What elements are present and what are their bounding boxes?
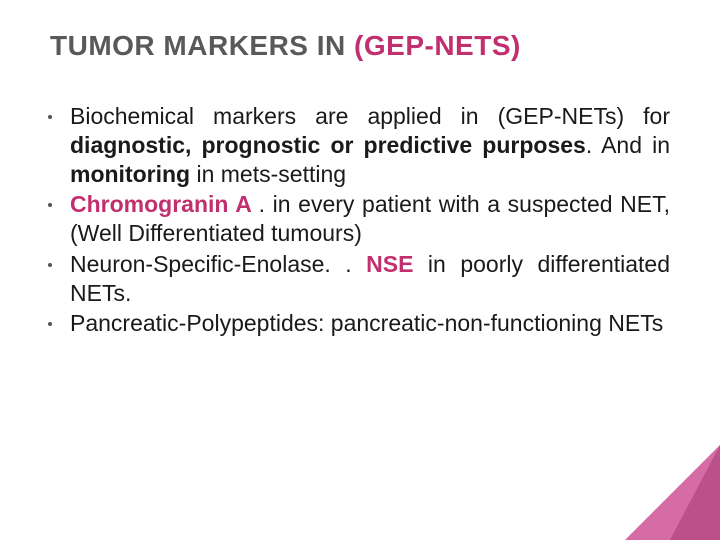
title-prefix: TUMOR MARKERS IN xyxy=(50,30,354,61)
list-item: Pancreatic-Polypeptides: pancreatic-non-… xyxy=(58,309,670,338)
list-item: Neuron-Specific-Enolase. . NSE in poorly… xyxy=(58,250,670,308)
slide-title: TUMOR MARKERS IN (GEP-NETS) xyxy=(50,30,670,62)
title-suffix: (GEP-NETS) xyxy=(354,30,521,61)
bullet-text: Biochemical markers are applied in (GEP-… xyxy=(70,103,670,129)
bullet-nse: NSE xyxy=(366,251,413,277)
bullet-list: Biochemical markers are applied in (GEP-… xyxy=(40,102,670,338)
corner-shade xyxy=(670,445,720,540)
bullet-bold: diagnostic, prognostic or predictive pur… xyxy=(70,132,586,158)
bullet-text: Pancreatic-Polypeptides: pancreatic-non-… xyxy=(70,310,663,336)
bullet-bold: monitoring xyxy=(70,161,190,187)
bullet-lead-pink: Chromogranin A xyxy=(70,191,259,217)
list-item: Chromogranin A . in every patient with a… xyxy=(58,190,670,248)
list-item: Biochemical markers are applied in (GEP-… xyxy=(58,102,670,188)
bullet-text: Neuron-Specific-Enolase. . xyxy=(70,251,366,277)
slide: TUMOR MARKERS IN (GEP-NETS) Biochemical … xyxy=(0,0,720,540)
bullet-text: . And in xyxy=(586,132,670,158)
bullet-text: in mets-setting xyxy=(190,161,346,187)
